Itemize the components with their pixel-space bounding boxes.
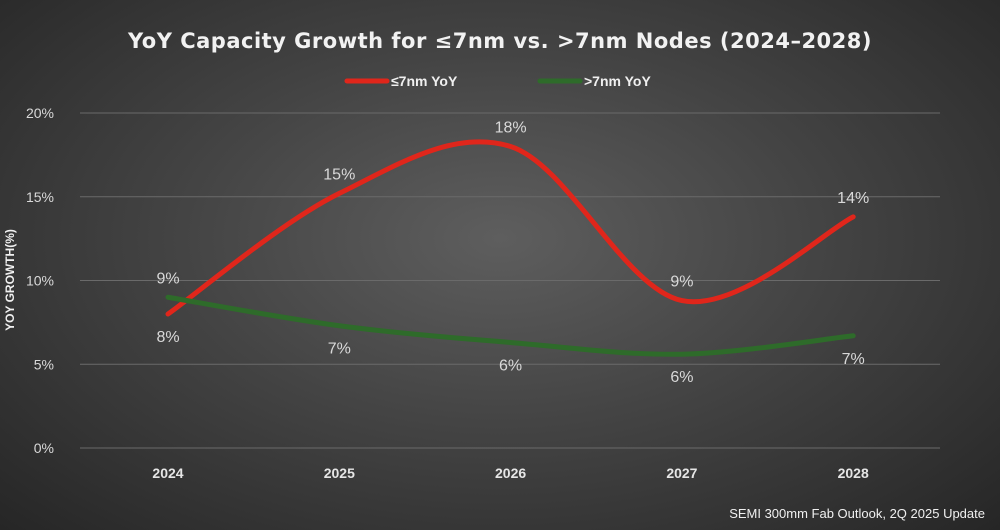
y-tick-label: 0% (34, 440, 54, 456)
y-tick-label: 15% (26, 189, 54, 205)
gridlines (80, 112, 940, 449)
y-axis-label: YOY GROWTH(%) (3, 229, 17, 331)
x-tick-label: 2025 (324, 465, 355, 481)
data-label: 14% (837, 190, 869, 207)
legend-label: >7nm YoY (584, 73, 651, 89)
y-axis: 0% 5% 10% 15% 20% (26, 105, 54, 456)
data-label: 18% (495, 120, 527, 137)
data-label: 9% (156, 270, 179, 287)
chart-title: YoY Capacity Growth for ≤7nm vs. >7nm No… (127, 29, 872, 53)
x-tick-label: 2026 (495, 465, 526, 481)
x-tick-label: 2024 (152, 465, 183, 481)
source-note: SEMI 300mm Fab Outlook, 2Q 2025 Update (729, 506, 985, 521)
y-tick-label: 10% (26, 273, 54, 289)
series-line (165, 294, 856, 357)
series (165, 139, 856, 357)
data-label: 6% (670, 369, 693, 386)
data-label: 15% (323, 166, 355, 183)
data-label: 6% (499, 357, 522, 374)
legend: ≤7nm YoY >7nm YoY (344, 73, 651, 89)
legend-label: ≤7nm YoY (391, 73, 458, 89)
data-label: 9% (670, 274, 693, 291)
data-labels: 8% 15% 18% 9% 14% 9% 7% 6% 6% 7% (156, 120, 869, 387)
x-tick-label: 2027 (666, 465, 697, 481)
x-axis: 2024 2025 2026 2027 2028 (152, 465, 869, 481)
x-tick-label: 2028 (838, 465, 869, 481)
y-tick-label: 5% (34, 356, 54, 372)
y-tick-label: 20% (26, 105, 54, 121)
series-line (165, 139, 856, 317)
data-label: 7% (328, 341, 351, 358)
data-label: 7% (842, 351, 865, 368)
data-label: 8% (156, 329, 179, 346)
